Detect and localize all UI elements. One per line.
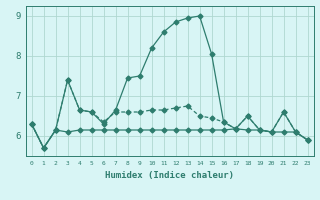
X-axis label: Humidex (Indice chaleur): Humidex (Indice chaleur) [105,171,234,180]
